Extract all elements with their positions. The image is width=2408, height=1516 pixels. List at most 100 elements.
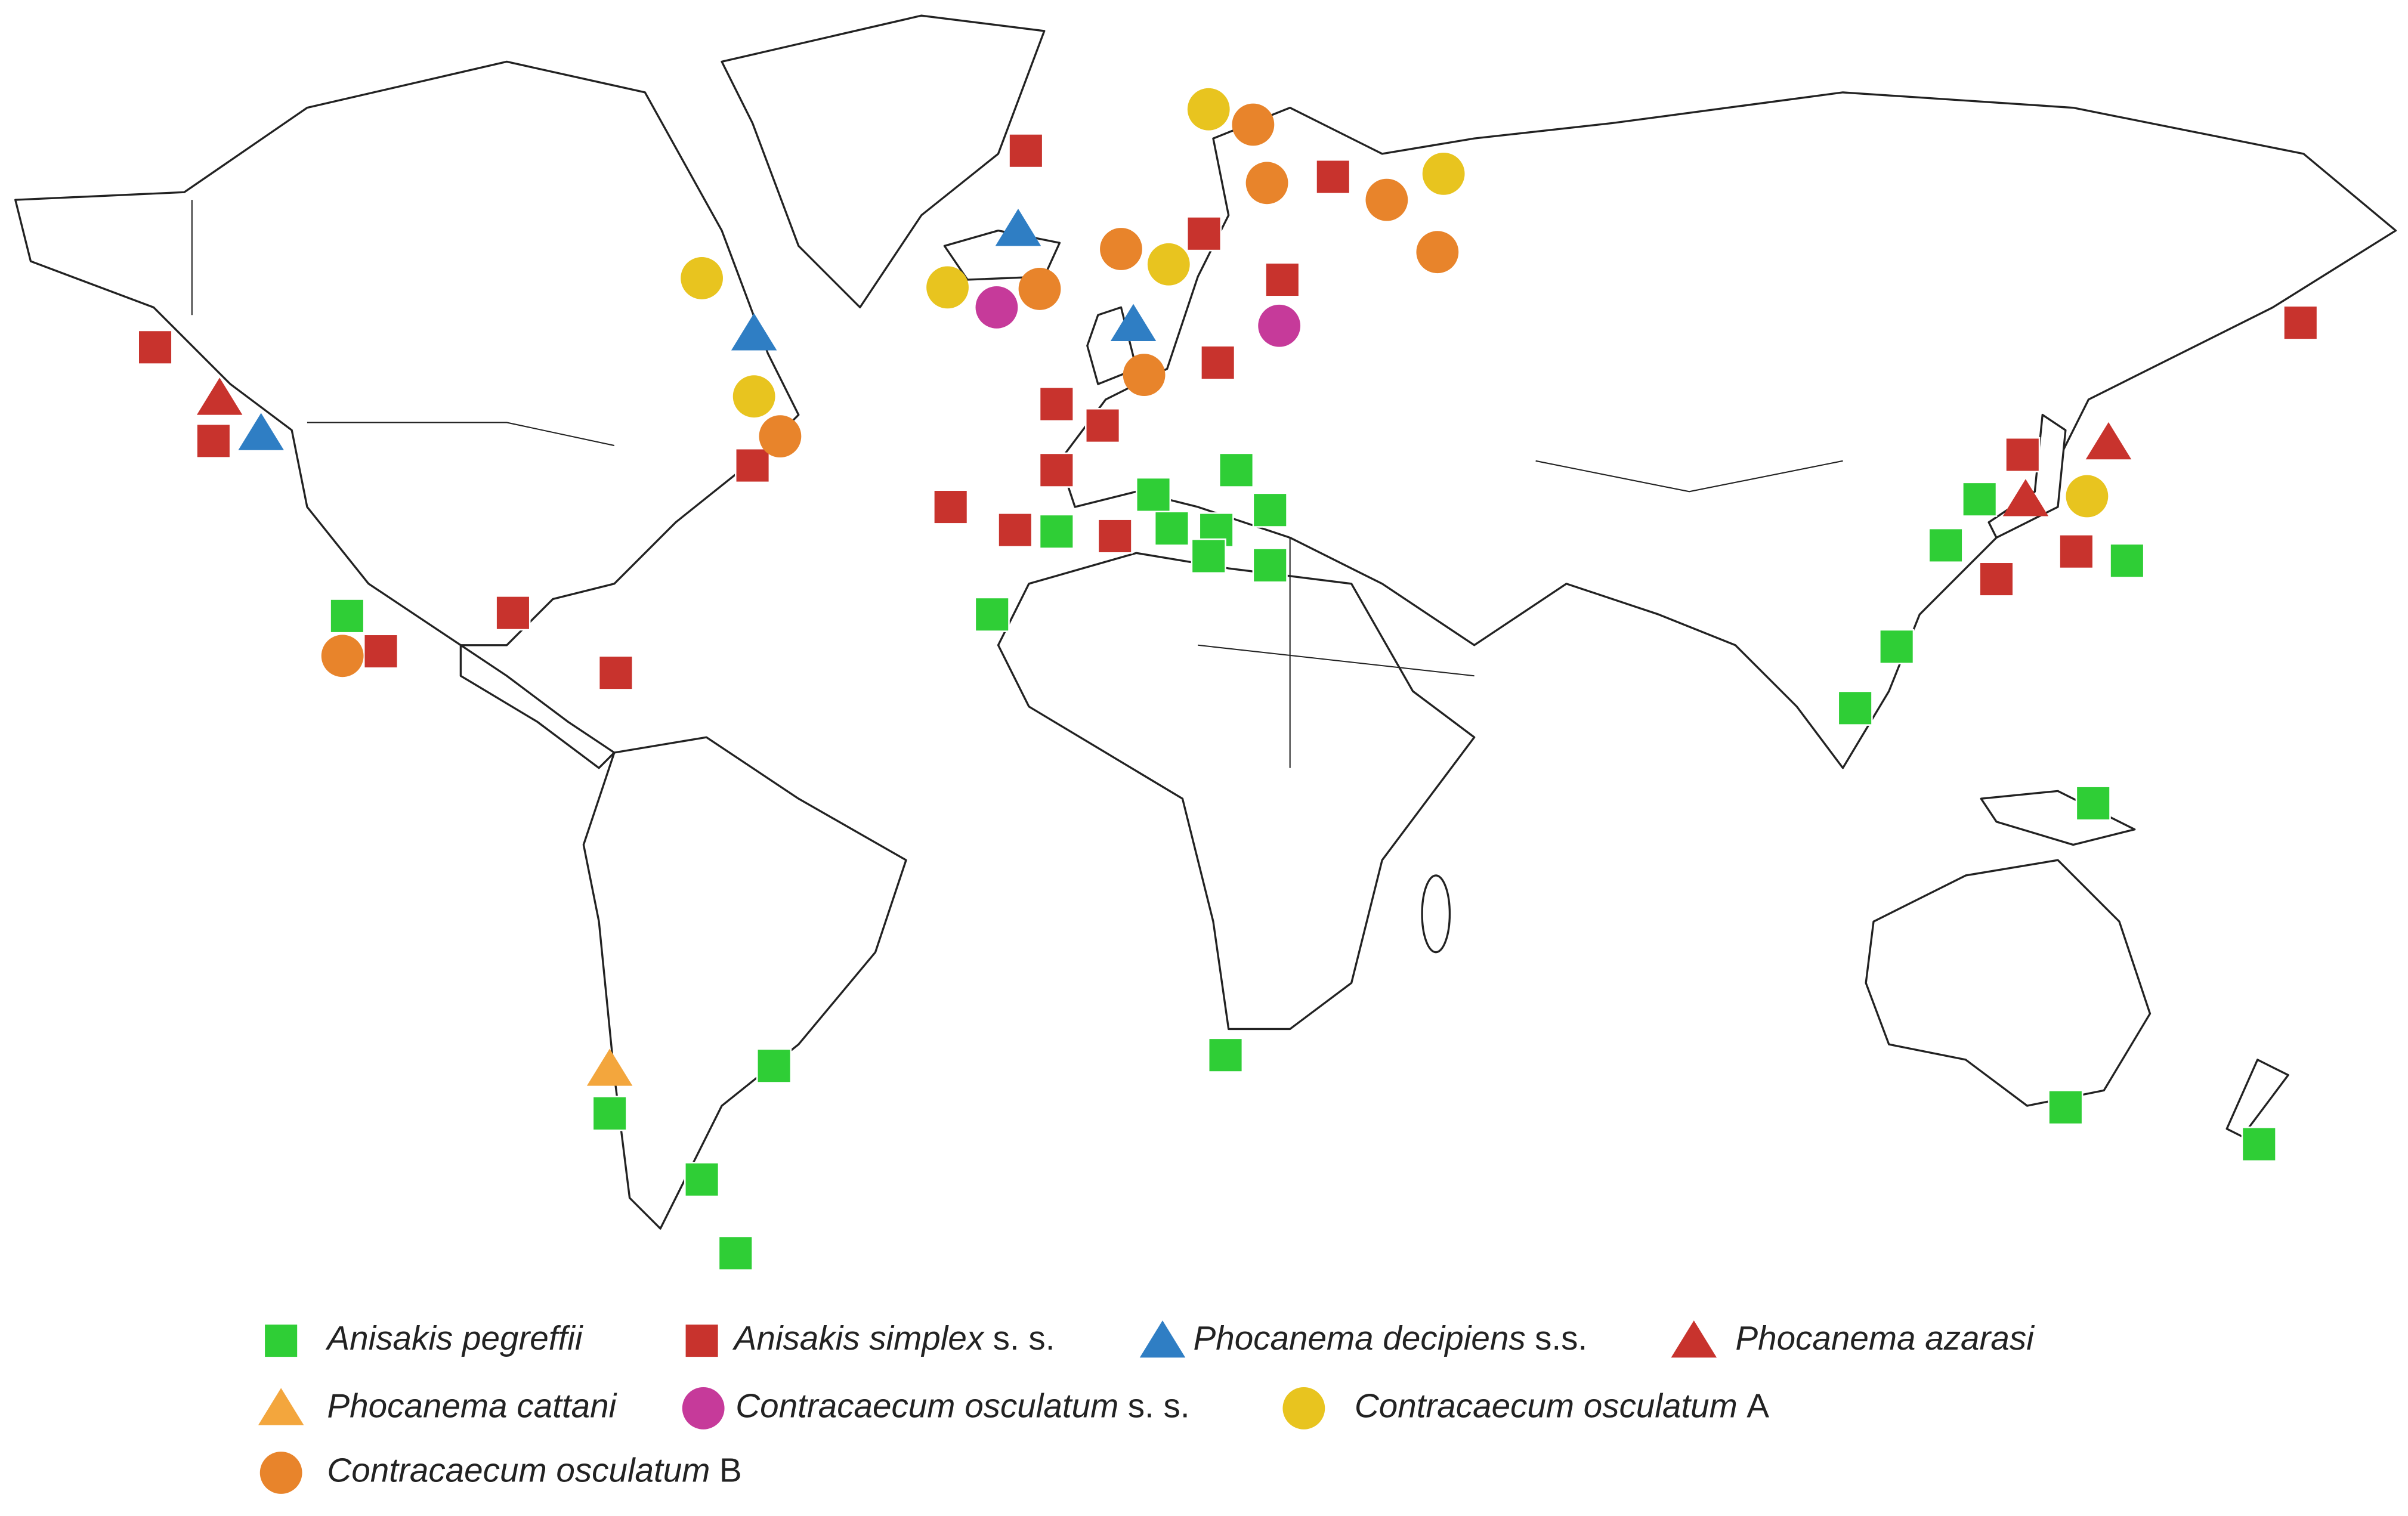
new-zealand (2225, 1059, 2289, 1138)
marker-triangle (238, 413, 284, 450)
marker-square (1038, 513, 1074, 549)
marker-square (1200, 345, 1236, 380)
marker-square (2058, 534, 2094, 570)
marker-square (2005, 437, 2041, 473)
marker-square (2109, 543, 2145, 578)
south-america (582, 736, 907, 1230)
qualifier: B (719, 1452, 742, 1489)
marker-square (1315, 159, 1351, 195)
marker-square (1008, 133, 1044, 169)
greenland (721, 14, 1046, 309)
marker-square (1252, 547, 1288, 583)
madagascar (1421, 874, 1451, 954)
species-name: Phocanema azarasi (1735, 1320, 2035, 1357)
central-america (459, 644, 616, 769)
marker-square (1038, 386, 1074, 422)
legend-label: Anisakis simplex s. s. (732, 1320, 1055, 1357)
marker-circle (1123, 354, 1166, 397)
marker-square (1135, 477, 1171, 513)
marker-circle (975, 286, 1018, 329)
marker-square (1252, 492, 1288, 528)
legend-label: Contracaecum osculatum A (1355, 1387, 1769, 1425)
world-outline (14, 14, 2397, 1230)
marker-square (1265, 262, 1300, 298)
marker-circle (1100, 228, 1142, 270)
marker-circle (259, 1452, 302, 1494)
legend: Anisakis pegreffii Anisakis simplex s. s. P… (258, 1320, 2035, 1494)
legend-label: Phocanema azarasi (1735, 1320, 2035, 1357)
qualifier: s.s. (1535, 1320, 1587, 1357)
marker-triangle (2085, 422, 2132, 460)
marker-triangle (731, 313, 777, 351)
marker-circle (1018, 268, 1061, 310)
marker-circle (1365, 178, 1408, 221)
marker-circle (1422, 152, 1465, 195)
markers (137, 88, 2319, 1271)
marker-circle (1147, 243, 1190, 286)
marker-circle (1258, 304, 1301, 347)
qualifier: s. s. (1128, 1387, 1190, 1425)
marker-triangle (258, 1388, 304, 1425)
marker-triangle (586, 1048, 633, 1086)
marker-circle (1232, 103, 1275, 146)
marker-triangle (1139, 1320, 1186, 1358)
marker-square (2283, 305, 2319, 341)
new-guinea (1980, 790, 2136, 846)
marker-square (1186, 216, 1222, 252)
marker-circle (1245, 162, 1288, 205)
species-name: Phocanema cattani (327, 1387, 617, 1425)
marker-circle (759, 415, 802, 458)
marker-square (137, 329, 173, 365)
marker-square (363, 633, 399, 669)
marker-square (2241, 1126, 2277, 1162)
marker-triangle (196, 378, 243, 415)
borders (191, 200, 1843, 768)
legend-label: Contracaecum osculatum s. s. (735, 1387, 1189, 1425)
japan (1987, 413, 2067, 539)
marker-square (1084, 407, 1121, 444)
marker-square (1928, 527, 1964, 564)
legend-label: Phocanema decipiens s.s. (1193, 1320, 1587, 1357)
species-name: Anisakis pegreffii (325, 1320, 583, 1357)
legend-label: Phocanema cattani (327, 1387, 617, 1425)
qualifier: s. s. (993, 1320, 1055, 1357)
marker-square (1879, 629, 1915, 664)
marker-square (1097, 518, 1133, 554)
marker-square (2048, 1090, 2084, 1125)
marker-square (1038, 452, 1074, 488)
marker-circle (926, 266, 969, 309)
marker-square (196, 423, 231, 459)
marker-square (684, 1162, 720, 1198)
marker-circle (1416, 231, 1459, 274)
legend-label: Anisakis pegreffii (325, 1320, 583, 1357)
marker-square (495, 595, 531, 631)
marker-square (684, 1323, 720, 1359)
marker-square (1154, 511, 1190, 546)
marker-square (1962, 481, 1998, 517)
marker-circle (321, 635, 364, 677)
species-name: Phocanema decipiens (1193, 1320, 1525, 1357)
marker-square (2075, 785, 2111, 821)
marker-square (1191, 538, 1226, 574)
species-name: Anisakis simplex (732, 1320, 985, 1357)
marker-square (1207, 1037, 1244, 1073)
marker-circle (2066, 475, 2109, 518)
marker-triangle (995, 209, 1041, 246)
marker-triangle (2002, 479, 2049, 516)
marker-square (718, 1235, 753, 1271)
marker-square (1837, 690, 1873, 726)
marker-circle (1187, 88, 1230, 131)
marker-square (263, 1323, 299, 1359)
legend-label: Contracaecum osculatum B (327, 1452, 741, 1489)
species-name: Contracaecum osculatum (1355, 1387, 1738, 1425)
marker-square (997, 512, 1033, 548)
marker-square (598, 655, 634, 691)
north-america (14, 60, 800, 646)
marker-square (974, 596, 1010, 632)
marker-square (1979, 561, 2014, 597)
species-name: Contracaecum osculatum (327, 1452, 710, 1489)
marker-circle (732, 375, 775, 418)
marker-square (734, 447, 771, 484)
marker-circle (1282, 1387, 1325, 1430)
